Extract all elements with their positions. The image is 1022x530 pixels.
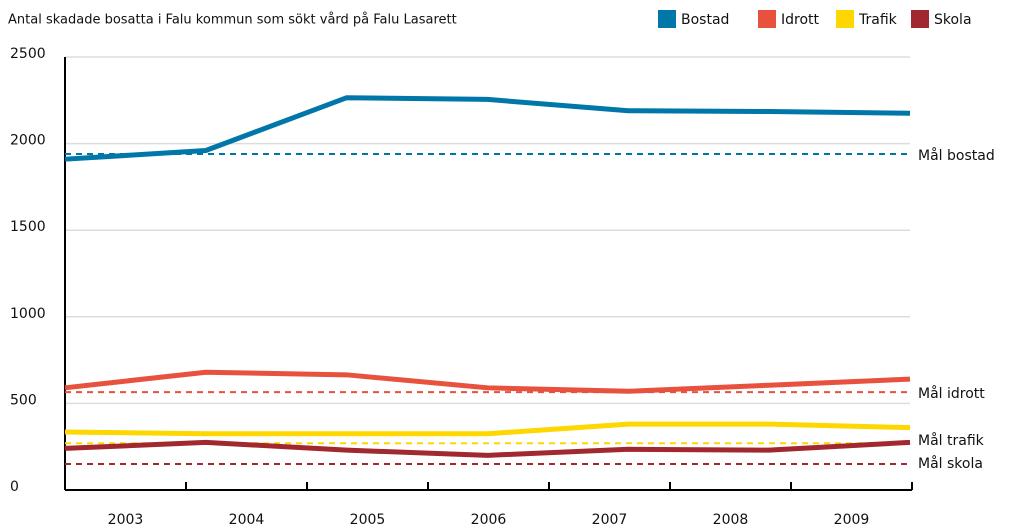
target-label: Mål skola — [918, 455, 983, 472]
x-tick-label: 2003 — [108, 512, 144, 526]
legend-label: Idrott — [781, 12, 820, 28]
series-line — [64, 95, 911, 162]
x-tick-label: 2009 — [834, 512, 870, 526]
legend-swatch — [836, 10, 854, 28]
legend-swatch — [911, 10, 929, 28]
target-label: Mål trafik — [918, 432, 985, 449]
x-tick-label: 2004 — [229, 512, 265, 526]
y-tick-label: 2500 — [10, 46, 46, 62]
legend-label: Trafik — [858, 12, 898, 28]
legend-swatch — [758, 10, 776, 28]
y-tick-label: 2000 — [10, 133, 46, 149]
x-tick-label: 2005 — [350, 512, 386, 526]
target-label: Mål bostad — [918, 147, 995, 164]
legend-label: Bostad — [681, 12, 729, 28]
legend-swatch — [658, 10, 676, 28]
series-line — [64, 439, 911, 458]
y-tick-label: 1000 — [10, 306, 46, 322]
chart-title: Antal skadade bosatta i Falu kommun som … — [8, 13, 457, 28]
y-tick-label: 0 — [10, 479, 19, 495]
series-line — [64, 421, 911, 437]
series-line — [64, 369, 911, 394]
x-tick-label: 2007 — [592, 512, 628, 526]
y-tick-label: 500 — [10, 392, 37, 408]
x-tick-label: 2008 — [713, 512, 749, 526]
y-tick-label: 1500 — [10, 219, 46, 235]
legend-label: Skola — [934, 12, 972, 28]
x-tick-label: 2006 — [471, 512, 507, 526]
target-label: Mål idrott — [918, 385, 985, 402]
